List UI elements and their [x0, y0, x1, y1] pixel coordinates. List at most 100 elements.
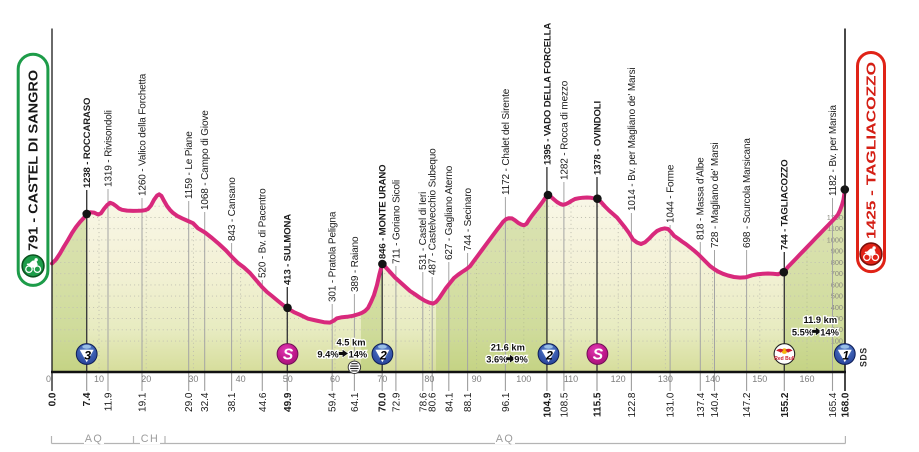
svg-text:100: 100: [831, 337, 843, 346]
svg-text:413 - SULMONA: 413 - SULMONA: [283, 214, 294, 285]
svg-text:1068 - Campo di Giove: 1068 - Campo di Giove: [200, 110, 211, 210]
svg-text:160: 160: [799, 374, 814, 384]
svg-text:1182 - Bv. per Marsia: 1182 - Bv. per Marsia: [828, 104, 839, 196]
svg-text:120: 120: [611, 374, 626, 384]
svg-text:S: S: [283, 347, 294, 364]
svg-text:1282 - Rocca di mezzo: 1282 - Rocca di mezzo: [559, 80, 570, 180]
svg-text:90: 90: [472, 374, 482, 384]
svg-text:1044 - Forme: 1044 - Forme: [666, 164, 677, 223]
svg-text:4.5 km: 4.5 km: [337, 337, 366, 347]
svg-text:10: 10: [94, 374, 104, 384]
svg-text:301 - Pratola Peligna: 301 - Pratola Peligna: [328, 211, 339, 302]
svg-text:14%: 14%: [349, 350, 368, 360]
svg-text:200: 200: [831, 325, 843, 334]
svg-text:2: 2: [545, 349, 553, 363]
svg-text:104.9: 104.9: [542, 392, 553, 417]
svg-text:S: S: [593, 347, 604, 364]
svg-text:140: 140: [705, 374, 720, 384]
svg-text:698 - Scurcola Marsicana: 698 - Scurcola Marsicana: [742, 138, 753, 248]
svg-text:1425 - TAGLIACOZZO: 1425 - TAGLIACOZZO: [864, 62, 879, 239]
svg-text:80.6: 80.6: [428, 392, 439, 412]
svg-text:531 - Castel di Ieri: 531 - Castel di Ieri: [418, 192, 429, 270]
svg-text:72.9: 72.9: [391, 392, 402, 412]
svg-text:600: 600: [831, 280, 843, 289]
svg-text:32.4: 32.4: [200, 392, 211, 412]
svg-text:1260 - Valico della Forchetta: 1260 - Valico della Forchetta: [137, 73, 148, 196]
svg-text:791 - CASTEL DI SANGRO: 791 - CASTEL DI SANGRO: [26, 70, 41, 251]
svg-text:1100: 1100: [827, 224, 843, 233]
svg-text:728 - Magliano de' Marsi: 728 - Magliano de' Marsi: [710, 142, 721, 248]
svg-text:1172 - Chalet del Sirente: 1172 - Chalet del Sirente: [501, 88, 512, 195]
svg-text:60: 60: [330, 374, 340, 384]
svg-text:110: 110: [564, 374, 578, 384]
svg-text:88.1: 88.1: [463, 392, 474, 412]
svg-text:1000: 1000: [827, 235, 843, 244]
svg-text:70: 70: [377, 374, 387, 384]
svg-text:165.4: 165.4: [828, 392, 839, 417]
svg-text:744 - Secinaro: 744 - Secinaro: [463, 187, 474, 251]
svg-text:137.4: 137.4: [696, 392, 707, 417]
svg-text:CH: CH: [141, 433, 159, 445]
svg-text:487 - Castelvecchio Subequo: 487 - Castelvecchio Subequo: [428, 148, 439, 275]
svg-text:1159 - Le Piane: 1159 - Le Piane: [184, 131, 195, 199]
svg-text:11.9 km: 11.9 km: [803, 315, 837, 325]
svg-text:1238 - ROCCARASO: 1238 - ROCCARASO: [82, 97, 93, 188]
svg-text:7.4: 7.4: [82, 392, 93, 406]
svg-text:21.6 km: 21.6 km: [491, 343, 525, 353]
svg-text:800: 800: [831, 258, 843, 267]
svg-text:64.1: 64.1: [350, 392, 361, 412]
svg-text:19.1: 19.1: [138, 392, 149, 412]
svg-text:500: 500: [831, 292, 843, 301]
svg-text:300: 300: [831, 314, 843, 323]
svg-text:44.6: 44.6: [258, 392, 269, 412]
svg-text:Red Bull: Red Bull: [774, 356, 795, 362]
svg-text:400: 400: [831, 303, 843, 312]
svg-text:AQ: AQ: [85, 433, 103, 445]
svg-text:520 - Bv. di Pacentro: 520 - Bv. di Pacentro: [258, 188, 269, 278]
svg-text:108.5: 108.5: [559, 392, 570, 417]
svg-text:627 - Gagliano Aterno: 627 - Gagliano Aterno: [444, 165, 455, 260]
svg-text:49.9: 49.9: [283, 392, 294, 412]
svg-text:50: 50: [283, 374, 293, 384]
svg-text:SDS: SDS: [859, 347, 869, 367]
svg-text:147.2: 147.2: [742, 392, 753, 417]
svg-text:711 - Goriano Sicoli: 711 - Goriano Sicoli: [391, 180, 402, 264]
svg-text:1319 - Rivisondoli: 1319 - Rivisondoli: [103, 110, 114, 187]
svg-text:122.8: 122.8: [627, 392, 638, 417]
svg-text:9%: 9%: [514, 355, 528, 365]
svg-text:846 - MONTE URANO: 846 - MONTE URANO: [378, 164, 389, 259]
svg-text:3: 3: [84, 349, 91, 363]
svg-text:70.0: 70.0: [378, 392, 389, 412]
svg-text:84.1: 84.1: [444, 392, 455, 412]
svg-text:14%: 14%: [820, 327, 839, 337]
svg-text:1: 1: [842, 349, 849, 363]
svg-text:1378 - OVINDOLI: 1378 - OVINDOLI: [592, 101, 603, 175]
svg-text:100: 100: [516, 374, 531, 384]
svg-text:78.6: 78.6: [418, 392, 429, 412]
svg-text:29.0: 29.0: [184, 392, 195, 412]
svg-text:843 - Cansano: 843 - Cansano: [227, 177, 238, 241]
svg-text:3.6%: 3.6%: [486, 355, 508, 365]
svg-text:0.0: 0.0: [47, 392, 58, 406]
svg-text:1014 - Bv. per Magliano de' Ma: 1014 - Bv. per Magliano de' Marsi: [627, 67, 638, 211]
svg-text:5.5%: 5.5%: [792, 327, 814, 337]
svg-text:AQ: AQ: [496, 433, 514, 445]
svg-text:150: 150: [752, 374, 767, 384]
svg-text:59.4: 59.4: [328, 392, 339, 412]
svg-text:0: 0: [46, 374, 51, 384]
svg-text:96.1: 96.1: [501, 392, 512, 412]
svg-text:700: 700: [831, 269, 843, 278]
svg-text:131.0: 131.0: [666, 392, 677, 417]
svg-text:9.4%: 9.4%: [317, 350, 339, 360]
svg-text:744 - TAGLIACOZZO: 744 - TAGLIACOZZO: [780, 159, 791, 250]
svg-text:115.5: 115.5: [593, 392, 604, 417]
svg-text:40: 40: [236, 374, 246, 384]
svg-text:80: 80: [424, 374, 434, 384]
svg-text:11.9: 11.9: [104, 392, 115, 411]
svg-text:1395 - VADO DELLA FORCELLA: 1395 - VADO DELLA FORCELLA: [542, 23, 553, 165]
svg-text:38.1: 38.1: [227, 392, 238, 412]
svg-text:168.0: 168.0: [840, 392, 851, 417]
svg-text:20: 20: [141, 374, 151, 384]
svg-text:818 - Massa d'Albe: 818 - Massa d'Albe: [696, 157, 707, 240]
svg-text:140.4: 140.4: [710, 392, 721, 417]
